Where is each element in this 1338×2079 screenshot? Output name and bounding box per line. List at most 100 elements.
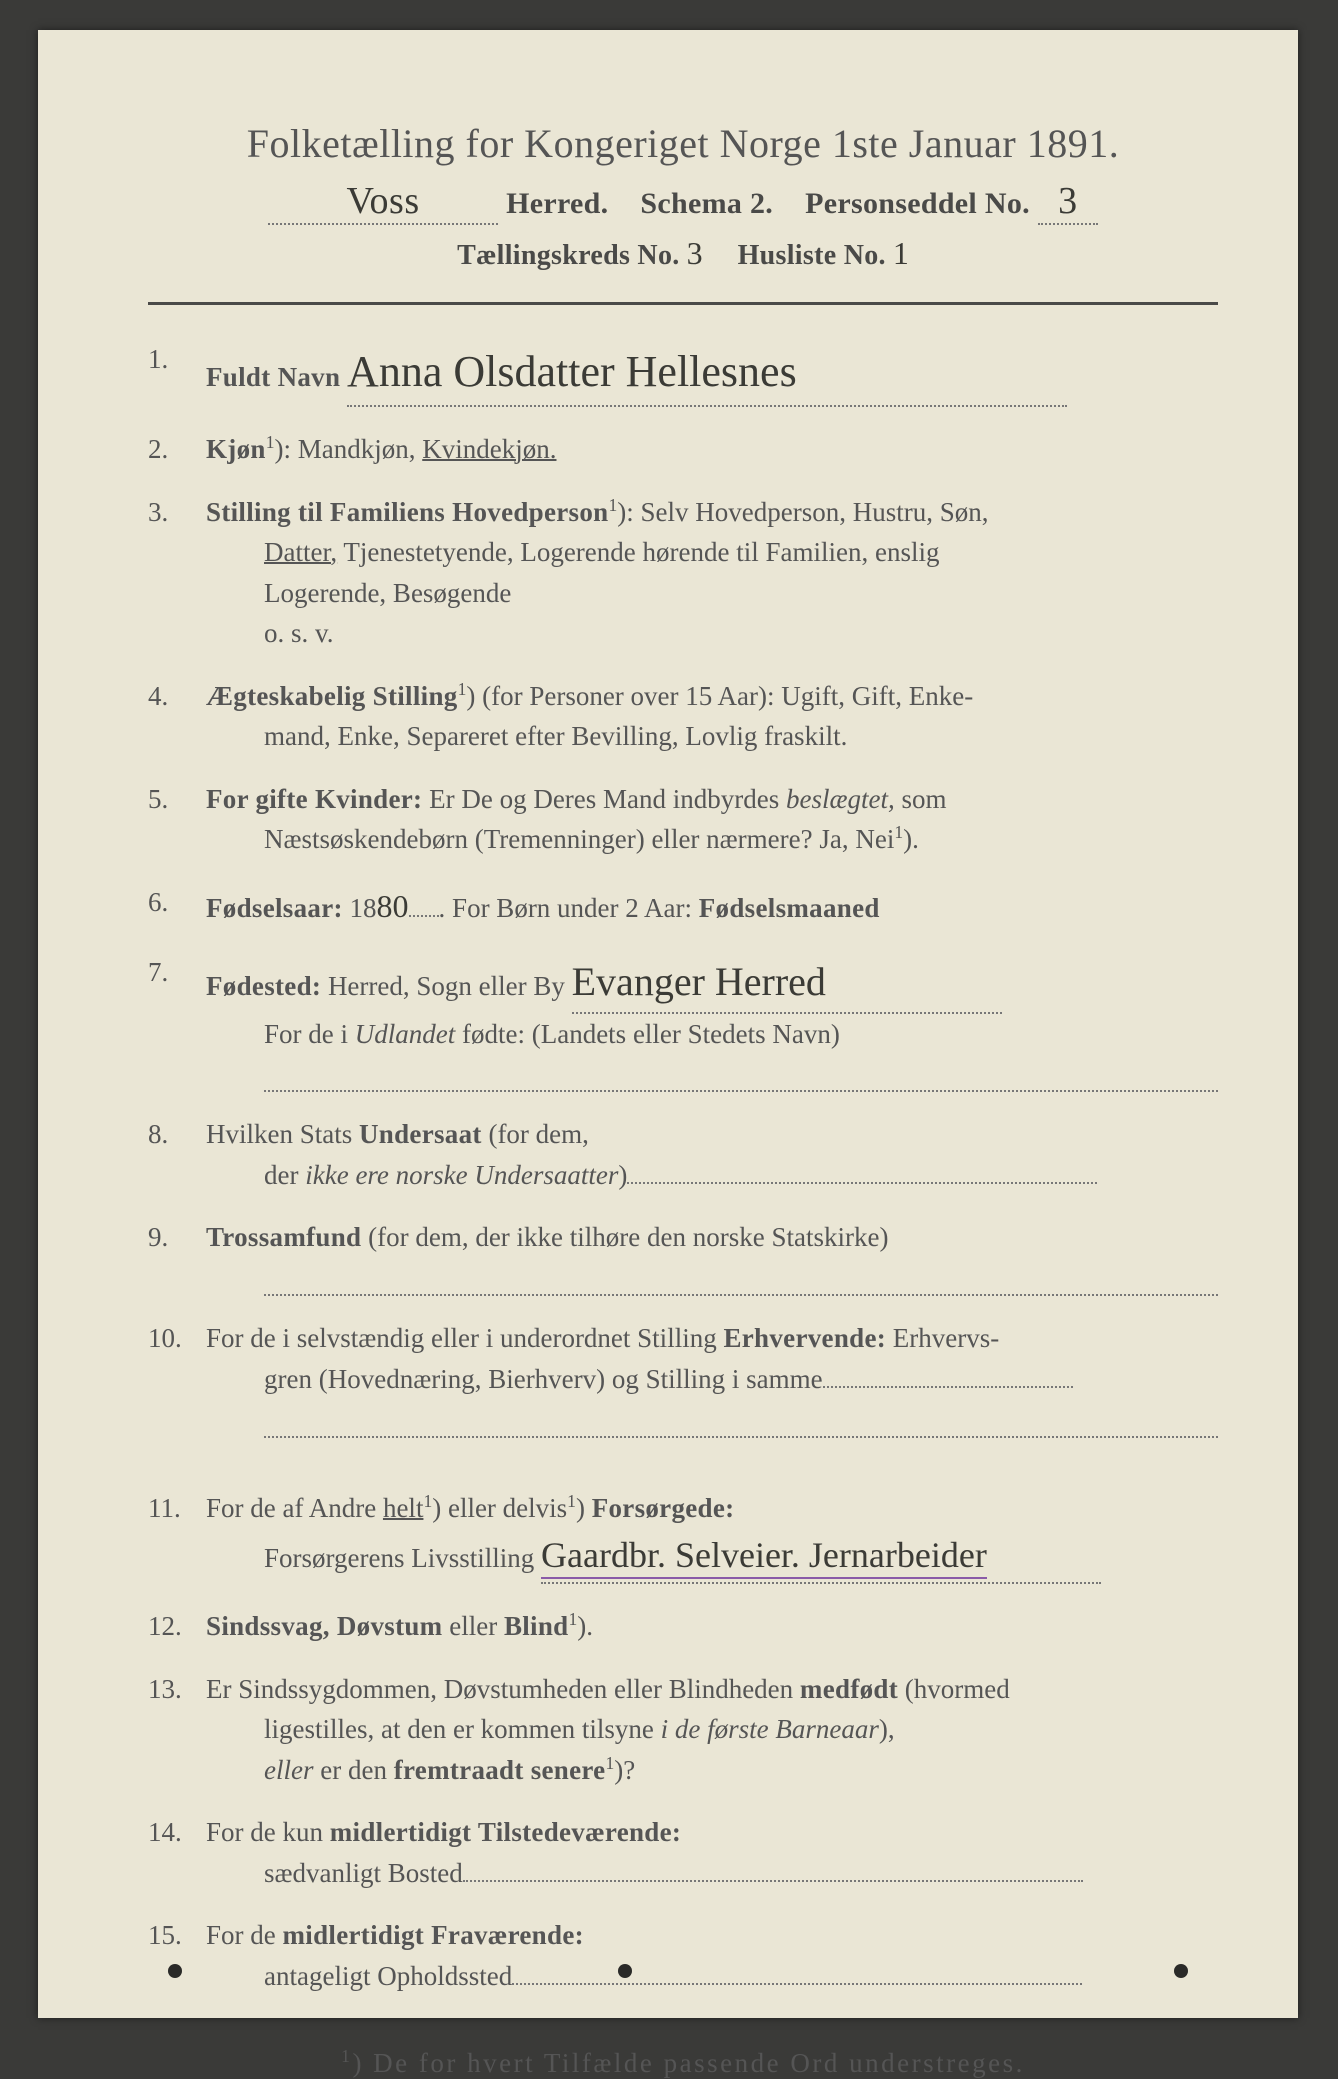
field-label: midlertidigt Tilstedeværende: xyxy=(330,1817,681,1847)
field-label: Stilling til Familiens Hovedperson xyxy=(206,497,608,527)
kvindekjon-underlined: Kvindekjøn. xyxy=(422,434,556,464)
field-label: Sindssvag, Døvstum xyxy=(206,1611,442,1641)
field-line2-pre: For de i xyxy=(264,1019,355,1049)
field-pre: For de af Andre xyxy=(206,1493,383,1523)
footnote-ref: 1 xyxy=(605,1753,614,1773)
husliste-no-hand: 1 xyxy=(893,235,909,271)
field-line3-bold: fremtraadt senere xyxy=(394,1755,606,1785)
field-tail: . For Børn under 2 Aar: xyxy=(439,893,699,923)
field-label: Fuldt Navn xyxy=(206,362,340,392)
footnote-text: ) De for hvert Tilfælde passende Ord und… xyxy=(352,2048,1024,2078)
field-line2-tail: ) xyxy=(618,1160,627,1190)
field-label: Undersaat xyxy=(359,1119,482,1149)
field-tail: Er De og Deres Mand indbyrdes xyxy=(422,784,786,814)
field-4-aegteskab: Ægteskabelig Stilling1) (for Personer ov… xyxy=(148,676,1218,757)
field-tail: ) (for Personer over 15 Aar): Ugift, Gif… xyxy=(466,681,973,711)
italic-barneaar: i de første Barneaar xyxy=(661,1714,879,1744)
punch-hole xyxy=(618,1964,632,1978)
field-label2: Blind xyxy=(504,1611,569,1641)
page-wrap: Folketælling for Kongeriget Norge 1ste J… xyxy=(0,0,1338,2048)
field-pre: Hvilken Stats xyxy=(206,1119,359,1149)
field-9-trossamfund: Trossamfund (for dem, der ikke tilhøre d… xyxy=(148,1217,1218,1296)
field-tail: ) xyxy=(576,1493,592,1523)
blank-dotted-line xyxy=(264,1262,1218,1296)
field-pre: For de kun xyxy=(206,1817,330,1847)
census-form-paper: Folketælling for Kongeriget Norge 1ste J… xyxy=(38,30,1298,2018)
footnote-ref: 1 xyxy=(568,1609,577,1629)
subtitle-row-2: Tællingskreds No. 3 Husliste No. 1 xyxy=(148,235,1218,272)
fodselsaar-hand: 80 xyxy=(377,888,409,924)
kreds-label: Tællingskreds No. xyxy=(457,240,679,271)
field-pre: For de i selvstændig eller i underordnet… xyxy=(206,1323,723,1353)
fodested-hand: Evanger Herred xyxy=(572,959,826,1004)
field-6-fodselsaar: Fødselsaar: 1880. For Børn under 2 Aar: … xyxy=(148,882,1218,930)
schema-label: Schema 2. xyxy=(640,187,773,220)
subtitle-row-1: Voss Herred. Schema 2. Personseddel No. … xyxy=(148,179,1218,225)
personseddel-label: Personseddel No. xyxy=(805,187,1030,220)
field-prefix: 18 xyxy=(343,893,377,923)
field-label: Erhvervende: xyxy=(723,1323,886,1353)
field-line2-pre: der xyxy=(264,1160,305,1190)
field-label: Fødselsaar: xyxy=(206,893,343,923)
field-10-erhverv: For de i selvstændig eller i underordnet… xyxy=(148,1318,1218,1437)
datter-underlined: Datter, xyxy=(264,537,337,567)
helt-underlined: helt xyxy=(383,1493,424,1523)
field-mid: ) eller delvis xyxy=(432,1493,567,1523)
footnote-ref: 1 xyxy=(423,1491,432,1511)
field-tail2: ). xyxy=(577,1611,593,1641)
field-tail2: som xyxy=(895,784,947,814)
field-label: midlertidigt Fraværende: xyxy=(283,1920,584,1950)
field-list: Fuldt Navn Anna Olsdatter Hellesnes Kjøn… xyxy=(148,339,1218,1996)
page-title: Folketælling for Kongeriget Norge 1ste J… xyxy=(148,120,1218,167)
herred-handwritten: Voss xyxy=(347,180,420,222)
field-tail: (for dem, xyxy=(482,1119,589,1149)
navn-handwritten: Anna Olsdatter Hellesnes xyxy=(347,347,797,396)
field-line2-pre: ligestilles, at den er kommen tilsyne xyxy=(264,1714,661,1744)
punch-hole xyxy=(168,1964,182,1978)
italic-beslaegtet: beslægtet, xyxy=(786,784,895,814)
field-line3: Logerende, Besøgende xyxy=(264,573,1218,614)
field-line2: sædvanligt Bosted xyxy=(264,1858,463,1888)
field-label: Ægteskabelig Stilling xyxy=(206,681,458,711)
field-pre: For de xyxy=(206,1920,283,1950)
field-tail: eller xyxy=(442,1611,503,1641)
field-12-sindssvag: Sindssvag, Døvstum eller Blind1). xyxy=(148,1606,1218,1647)
blank-dotted-line xyxy=(264,1403,1218,1437)
field-label2: Fødselsmaaned xyxy=(699,893,880,923)
footnote-sup: 1 xyxy=(341,2046,352,2066)
field-line2: gren (Hovednæring, Bierhverv) og Stillin… xyxy=(264,1364,823,1394)
footnote-ref: 1 xyxy=(567,1491,576,1511)
field-tail: Herred, Sogn eller By xyxy=(321,971,565,1001)
field-label: For gifte Kvinder: xyxy=(206,784,422,814)
field-11-forsorgede: For de af Andre helt1) eller delvis1) Fo… xyxy=(148,1488,1218,1585)
field-line2-tail: ), xyxy=(879,1714,895,1744)
field-label: medfødt xyxy=(800,1674,898,1704)
field-3-stilling: Stilling til Familiens Hovedperson1): Se… xyxy=(148,492,1218,654)
field-line2-tail: ). xyxy=(903,824,919,854)
field-15-fravaerende: For de midlertidigt Fraværende: antageli… xyxy=(148,1915,1218,1996)
field-line2-pre: Forsørgerens Livsstilling xyxy=(264,1543,534,1573)
herred-label: Herred. xyxy=(506,187,608,220)
field-2-kjon: Kjøn1): Mandkjøn, Kvindekjøn. xyxy=(148,429,1218,470)
field-label: Kjøn xyxy=(206,434,266,464)
field-pre: Er Sindssygdommen, Døvstumheden eller Bl… xyxy=(206,1674,800,1704)
field-tail: ): Mandkjøn, xyxy=(274,434,422,464)
field-tail: (hvormed xyxy=(898,1674,1010,1704)
field-1-navn: Fuldt Navn Anna Olsdatter Hellesnes xyxy=(148,339,1218,407)
field-label: Fødested: xyxy=(206,971,321,1001)
italic-ikke-norske: ikke ere norske Undersaatter xyxy=(305,1160,618,1190)
blank-dotted-line xyxy=(264,1058,1218,1092)
field-tail: Erhvervs- xyxy=(886,1323,999,1353)
horizontal-rule xyxy=(148,302,1218,305)
field-5-gifte-kvinder: For gifte Kvinder: Er De og Deres Mand i… xyxy=(148,779,1218,860)
field-line3-mid: er den xyxy=(313,1755,393,1785)
field-line2-tail: fødte: (Landets eller Stedets Navn) xyxy=(455,1019,840,1049)
field-line4: o. s. v. xyxy=(264,613,1218,654)
husliste-label: Husliste No. xyxy=(738,240,886,271)
field-tail: ): Selv Hovedperson, Hustru, Søn, xyxy=(617,497,988,527)
footnote-ref: 1 xyxy=(894,822,903,842)
field-14-tilstedevaerende: For de kun midlertidigt Tilstedeværende:… xyxy=(148,1812,1218,1893)
field-line2-tail: Tjenestetyende, Logerende hørende til Fa… xyxy=(337,537,939,567)
italic-eller: eller xyxy=(264,1755,313,1785)
punch-hole xyxy=(1174,1964,1188,1978)
